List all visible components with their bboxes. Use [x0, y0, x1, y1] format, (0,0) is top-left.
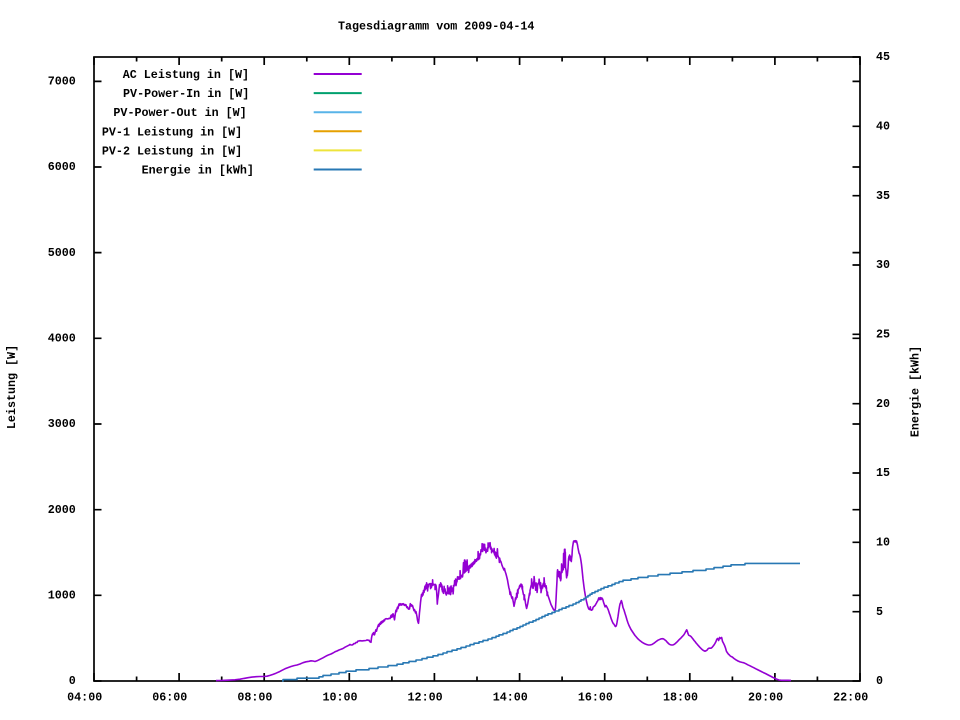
- svg-text:2000: 2000: [48, 503, 76, 517]
- svg-text:PV-Power-Out in [W]: PV-Power-Out in [W]: [113, 106, 246, 120]
- svg-text:12:00: 12:00: [408, 691, 443, 705]
- svg-text:10: 10: [876, 536, 890, 550]
- svg-text:6000: 6000: [48, 160, 76, 174]
- svg-text:PV-2 Leistung in [W]: PV-2 Leistung in [W]: [102, 144, 242, 158]
- svg-text:20: 20: [876, 397, 890, 411]
- svg-text:0: 0: [876, 674, 883, 688]
- svg-text:16:00: 16:00: [578, 691, 613, 705]
- svg-text:Energie [kWh]: Energie [kWh]: [909, 346, 923, 437]
- svg-text:PV-1 Leistung in [W]: PV-1 Leistung in [W]: [102, 125, 242, 139]
- svg-text:AC Leistung in [W]: AC Leistung in [W]: [123, 68, 249, 82]
- svg-text:4000: 4000: [48, 332, 76, 346]
- svg-text:5: 5: [876, 605, 883, 619]
- svg-text:Energie in [kWh]: Energie in [kWh]: [142, 164, 254, 178]
- svg-text:45: 45: [876, 50, 890, 64]
- svg-text:06:00: 06:00: [152, 691, 187, 705]
- svg-text:15: 15: [876, 466, 890, 480]
- svg-text:22:00: 22:00: [833, 691, 868, 705]
- svg-text:10:00: 10:00: [322, 691, 357, 705]
- svg-text:35: 35: [876, 189, 890, 203]
- svg-text:Leistung [W]: Leistung [W]: [5, 345, 19, 429]
- svg-text:0: 0: [69, 674, 76, 688]
- svg-text:20:00: 20:00: [748, 691, 783, 705]
- svg-text:30: 30: [876, 258, 890, 272]
- svg-text:18:00: 18:00: [663, 691, 698, 705]
- svg-text:7000: 7000: [48, 75, 76, 89]
- svg-text:08:00: 08:00: [237, 691, 272, 705]
- svg-text:1000: 1000: [48, 589, 76, 603]
- svg-text:Tagesdiagramm vom 2009-04-14: Tagesdiagramm vom 2009-04-14: [338, 19, 534, 33]
- svg-text:3000: 3000: [48, 417, 76, 431]
- svg-text:14:00: 14:00: [493, 691, 528, 705]
- svg-text:04:00: 04:00: [67, 691, 102, 705]
- svg-text:PV-Power-In in [W]: PV-Power-In in [W]: [123, 87, 249, 101]
- svg-text:5000: 5000: [48, 246, 76, 260]
- svg-text:25: 25: [876, 328, 890, 342]
- svg-text:40: 40: [876, 120, 890, 134]
